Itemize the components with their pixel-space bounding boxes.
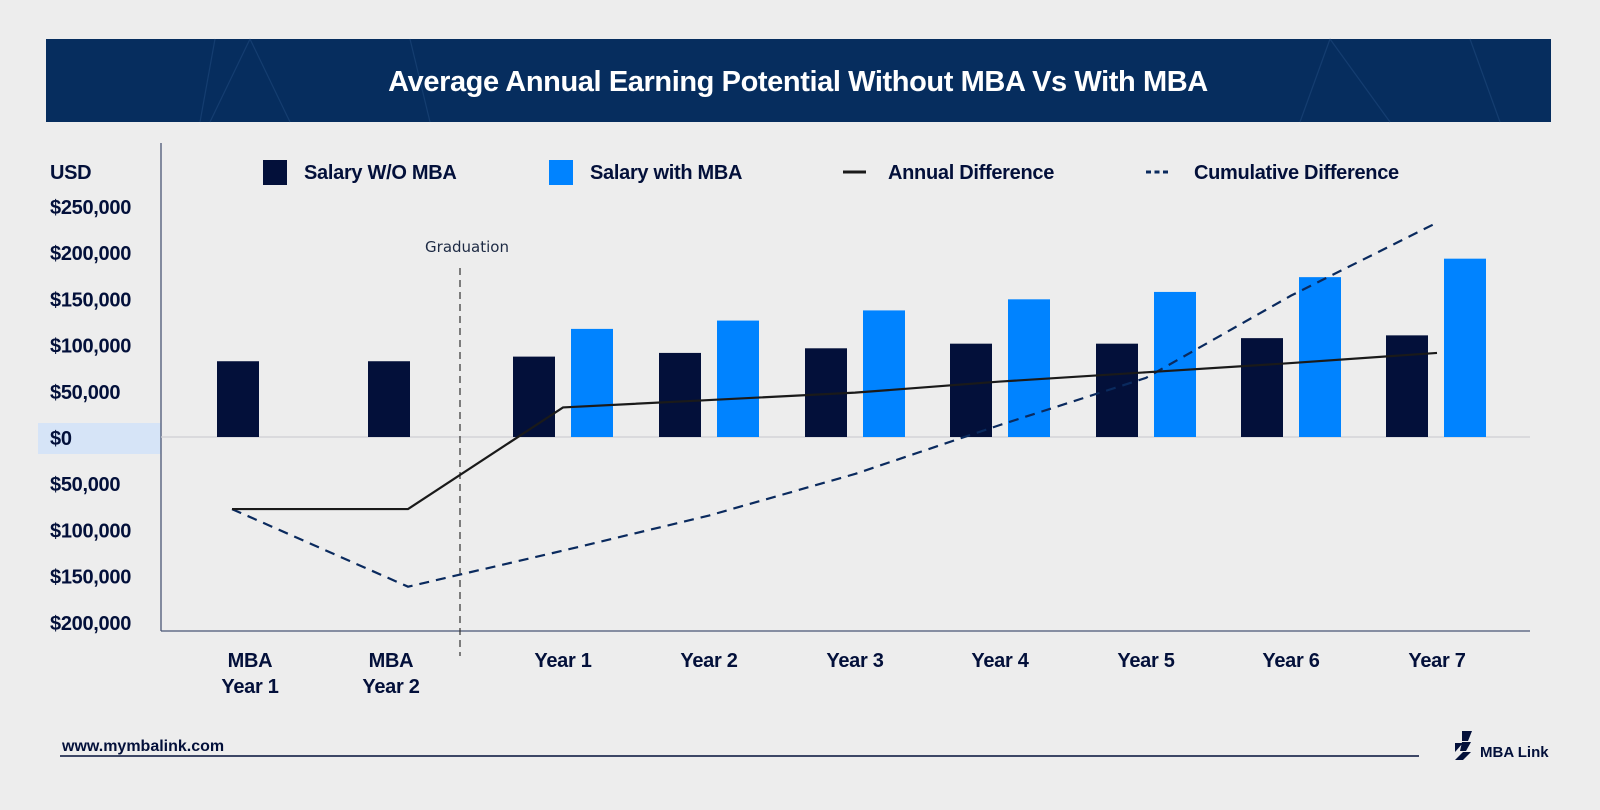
x-tick-label: Year 3 — [826, 650, 883, 672]
bar-salary-without-mba — [217, 361, 259, 437]
bar-salary-with-mba — [1008, 299, 1050, 437]
legend-label-annual-difference: Annual Difference — [888, 162, 1054, 184]
title-bar: Average Annual Earning Potential Without… — [46, 38, 1551, 123]
line-cumulative-difference — [231, 221, 1438, 588]
bar-salary-without-mba — [659, 352, 701, 437]
chart-title: Average Annual Earning Potential Without… — [388, 66, 1208, 98]
bar-salary-with-mba — [717, 320, 759, 437]
y-tick-label: $100,000 — [50, 336, 131, 358]
lines — [231, 221, 1438, 588]
footer-url[interactable]: www.mymbalink.com — [61, 738, 224, 755]
bar-salary-with-mba — [863, 310, 905, 437]
bars — [217, 258, 1486, 437]
x-tick-label: MBA — [369, 650, 414, 672]
y-tick-labels: $250,000 $200,000 $150,000 $100,000 $50,000 $… — [50, 197, 131, 635]
bar-salary-without-mba — [513, 356, 555, 437]
legend-swatch-salary-without-mba — [263, 160, 287, 185]
y-tick-label: $100,000 — [50, 520, 131, 542]
legend: Salary W/O MBA Salary with MBA Annual Di… — [263, 160, 1399, 185]
mbalink-logo-text: MBA Link — [1480, 744, 1549, 761]
zero-highlight — [38, 423, 161, 454]
y-tick-label: $150,000 — [50, 289, 131, 311]
x-tick-label: Year 1 — [221, 676, 278, 698]
bar-salary-with-mba — [1299, 277, 1341, 437]
title-bar-pattern — [199, 38, 1501, 123]
bar-salary-without-mba — [1241, 338, 1283, 437]
bar-salary-without-mba — [1096, 343, 1138, 437]
y-tick-label: $150,000 — [50, 567, 131, 589]
mbalink-logo-icon — [1455, 731, 1472, 760]
y-tick-label: $200,000 — [50, 243, 131, 265]
x-tick-label: Year 6 — [1262, 650, 1319, 672]
x-tick-label: MBA — [228, 650, 273, 672]
x-tick-label: Year 4 — [971, 650, 1029, 672]
line-annual-difference — [232, 351, 1438, 511]
y-tick-label: $250,000 — [50, 197, 131, 219]
x-tick-label: Year 5 — [1117, 650, 1174, 672]
x-tick-label: Year 2 — [362, 676, 419, 698]
x-tick-labels: MBA Year 1 MBA Year 2 Year 1 Year 2 Year 3 Year… — [221, 650, 1466, 698]
bar-salary-with-mba — [1444, 258, 1486, 437]
y-tick-label: $0 — [50, 428, 72, 450]
title-background — [46, 39, 1551, 122]
bar-salary-without-mba — [1386, 335, 1428, 437]
mbalink-logo: MBA Link — [1455, 731, 1549, 761]
legend-label-salary-without-mba: Salary W/O MBA — [304, 162, 457, 184]
bar-salary-without-mba — [950, 343, 992, 437]
x-tick-label: Year 7 — [1408, 650, 1465, 672]
y-tick-label: $50,000 — [50, 382, 120, 404]
legend-label-salary-with-mba: Salary with MBA — [590, 162, 742, 184]
graduation-label: Graduation — [425, 238, 509, 256]
x-tick-label: Year 1 — [534, 650, 591, 672]
bar-salary-without-mba — [368, 361, 410, 437]
bar-salary-with-mba — [571, 328, 613, 437]
legend-swatch-salary-with-mba — [549, 160, 573, 185]
y-tick-label: $200,000 — [50, 613, 131, 635]
x-tick-label: Year 2 — [680, 650, 737, 672]
legend-label-cumulative-difference: Cumulative Difference — [1194, 162, 1399, 184]
y-tick-label: $50,000 — [50, 474, 120, 496]
y-axis-unit-label: USD — [50, 162, 91, 184]
bar-salary-with-mba — [1154, 291, 1196, 437]
